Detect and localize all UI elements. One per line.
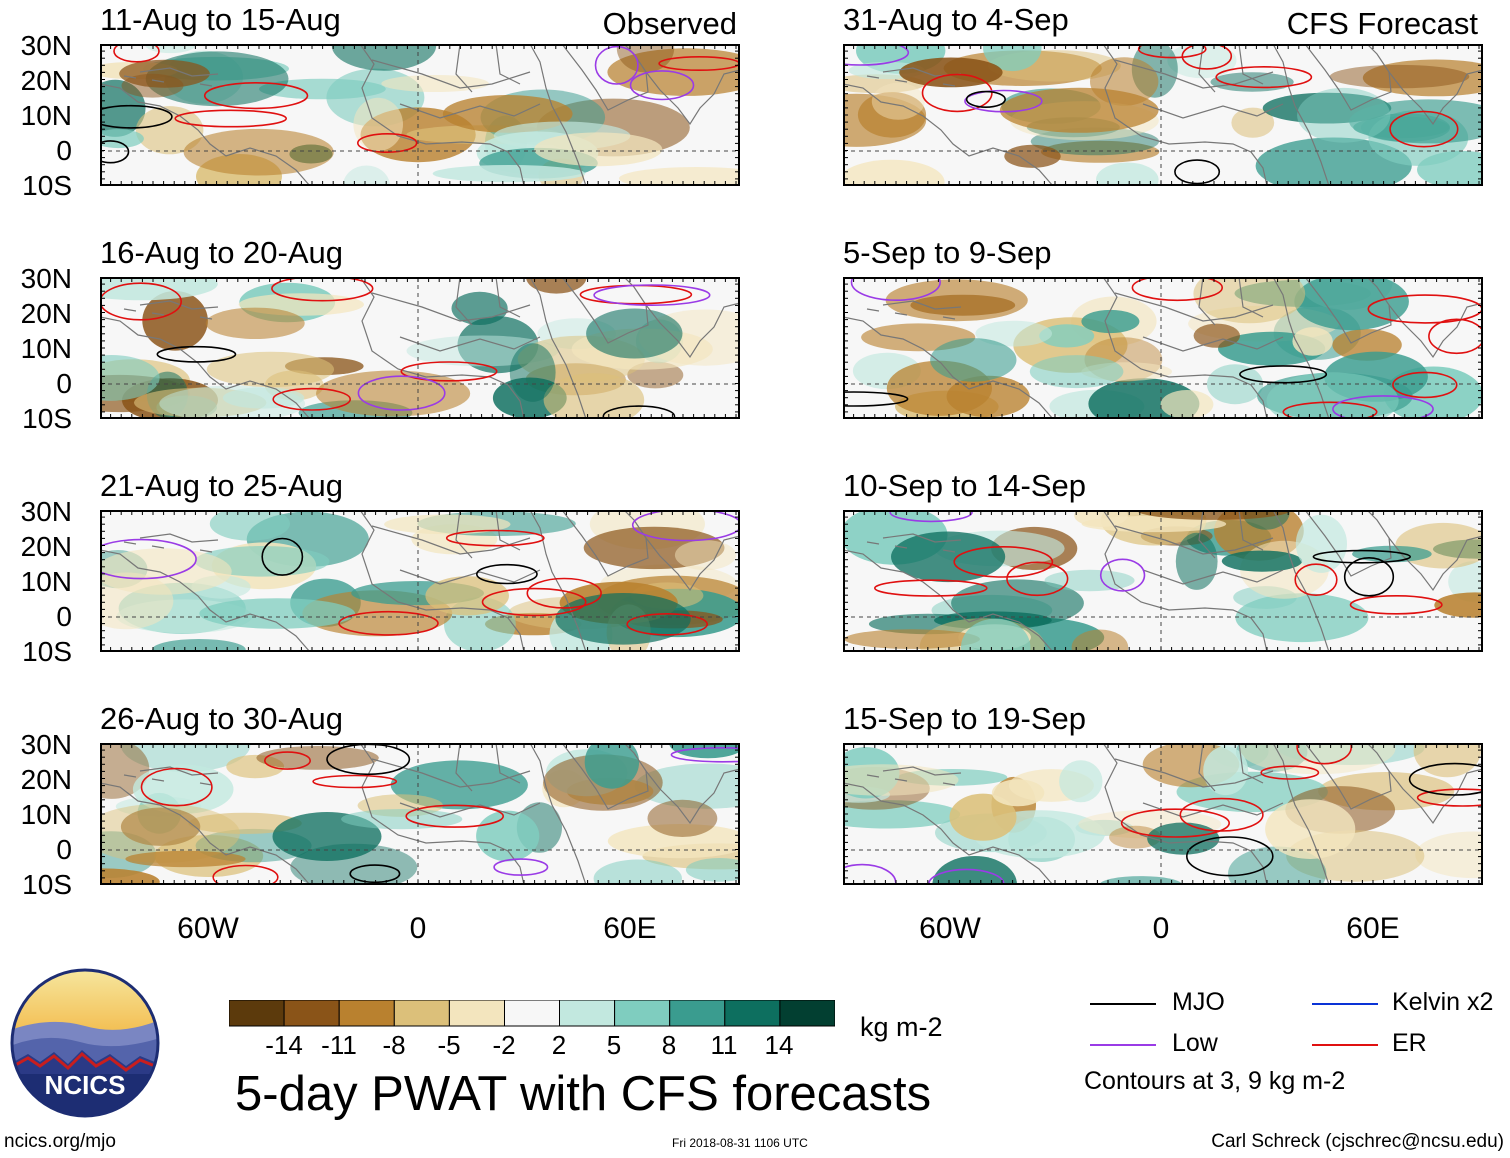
lat-label: 30N	[20, 263, 72, 294]
colorbar-swatch	[779, 1000, 835, 1027]
lon-label: 60W	[177, 912, 239, 945]
colorbar-tick: 5	[606, 1030, 622, 1060]
panel-title: 21-Aug to 25-Aug	[100, 468, 344, 503]
lat-label: 20N	[20, 298, 72, 329]
colorbar-tick: -11	[321, 1030, 357, 1060]
legend-line-low	[1090, 1044, 1156, 1046]
legend-line-mjo	[1090, 1003, 1156, 1005]
lat-label: 20N	[20, 531, 72, 562]
legend-line-kelvin	[1312, 1003, 1378, 1005]
lon-label: 60W	[919, 912, 981, 945]
panel-title: 10-Sep to 14-Sep	[843, 468, 1087, 503]
observed-label: Observed	[602, 6, 737, 41]
lat-label: 10S	[22, 869, 72, 900]
lat-label: 0	[56, 601, 72, 632]
map-panel-5	[843, 44, 1483, 186]
colorbar-tick: -2	[492, 1030, 516, 1060]
colorbar-swatch	[338, 1000, 395, 1027]
colorbar-swatch	[559, 1000, 616, 1027]
lat-label: 10N	[20, 566, 72, 597]
colorbar-swatch	[669, 1000, 726, 1027]
lon-label: 60E	[603, 912, 657, 945]
colorbar-tick: 8	[661, 1030, 677, 1060]
legend-label: ER	[1392, 1029, 1427, 1057]
panel-title: 16-Aug to 20-Aug	[100, 235, 344, 270]
lat-label: 10S	[22, 403, 72, 434]
lat-label: 10N	[20, 333, 72, 364]
legend-label: MJO	[1172, 988, 1225, 1016]
legend-line-er	[1312, 1044, 1378, 1046]
lat-label: 30N	[20, 496, 72, 527]
colorbar-tick: -8	[382, 1030, 406, 1060]
lat-label: 10S	[22, 636, 72, 667]
colorbar-swatch	[283, 1000, 340, 1027]
colorbar-swatch	[724, 1000, 781, 1027]
map-panel-4	[100, 743, 740, 885]
map-panel-2	[100, 277, 740, 419]
logo-text: NCICS	[45, 1070, 126, 1100]
lat-label: 30N	[20, 729, 72, 760]
footer-timestamp: Fri 2018-08-31 1106 UTC	[672, 1136, 808, 1150]
legend-note: Contours at 3, 9 kg m-2	[1084, 1067, 1346, 1095]
lat-label: 10N	[20, 799, 72, 830]
cfs-forecast-label: CFS Forecast	[1286, 6, 1478, 41]
colorbar-tick: 14	[764, 1030, 794, 1060]
lat-label: 10N	[20, 100, 72, 131]
colorbar-tick: -5	[437, 1030, 461, 1060]
colorbar-swatch	[614, 1000, 671, 1027]
colorbar-units: kg m-2	[860, 1012, 943, 1042]
footer-credit: Carl Schreck (cjschrec@ncsu.edu)	[1211, 1131, 1504, 1152]
colorbar-swatch	[393, 1000, 450, 1027]
panel-title: 15-Sep to 19-Sep	[843, 701, 1087, 736]
lat-label: 0	[56, 368, 72, 399]
lat-label: 0	[56, 135, 72, 166]
panel-title: 26-Aug to 30-Aug	[100, 701, 344, 736]
lon-label: 0	[409, 912, 427, 945]
map-panel-3	[100, 510, 740, 652]
colorbar-tick: -14	[265, 1030, 303, 1060]
lat-label: 20N	[20, 65, 72, 96]
colorbar-swatch	[504, 1000, 561, 1027]
lat-label: 10S	[22, 170, 72, 201]
lat-label: 30N	[20, 30, 72, 61]
panel-title: 31-Aug to 4-Sep	[843, 2, 1069, 37]
colorbar-tick: 2	[551, 1030, 567, 1060]
colorbar-tick: 11	[710, 1030, 738, 1060]
lon-label: 0	[1152, 912, 1170, 945]
lat-label: 0	[56, 834, 72, 865]
panel-title: 11-Aug to 15-Aug	[100, 2, 341, 37]
lat-label: 20N	[20, 764, 72, 795]
footer-url[interactable]: ncics.org/mjo	[4, 1131, 116, 1152]
lon-label: 60E	[1346, 912, 1400, 945]
map-panel-6	[843, 277, 1483, 419]
map-panel-8	[843, 743, 1483, 885]
panel-title: 5-Sep to 9-Sep	[843, 235, 1052, 270]
main-title: 5-day PWAT with CFS forecasts	[235, 1067, 932, 1121]
ncics-logo: NCICS	[10, 968, 160, 1118]
colorbar-swatch	[229, 1000, 285, 1027]
colorbar	[229, 1000, 835, 1027]
legend-label: Kelvin x2	[1392, 988, 1494, 1016]
map-panel-1	[100, 44, 740, 186]
map-panel-7	[843, 510, 1483, 652]
colorbar-swatch	[448, 1000, 505, 1027]
legend-label: Low	[1172, 1029, 1218, 1057]
